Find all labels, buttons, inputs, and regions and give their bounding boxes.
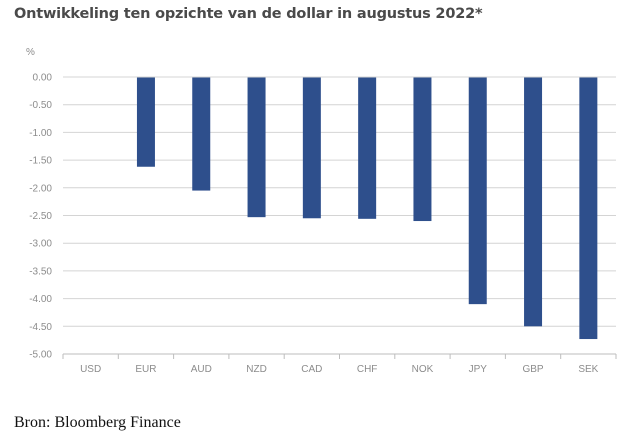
y-tick-label: -2.00 <box>29 183 52 194</box>
bar-sek <box>579 77 598 340</box>
y-axis-tick-labels: 0.00 -0.50 -1.00 -1.50 -2.00 -2.50 -3.00 -3.50 -… <box>29 73 52 361</box>
bar-nzd <box>247 77 266 218</box>
chart-title: Ontwikkeling ten opzichte van de dollar … <box>14 6 483 22</box>
y-tick-label: -1.50 <box>29 156 52 167</box>
y-tick-label: 0.00 <box>33 73 53 84</box>
y-tick-label: -2.50 <box>29 211 52 222</box>
y-tick-label: -1.00 <box>29 128 52 139</box>
x-tick-label: EUR <box>135 364 156 375</box>
y-tick-label: -3.50 <box>29 266 52 277</box>
x-tick-label: NOK <box>412 364 434 375</box>
x-axis <box>62 76 617 359</box>
bar-cad <box>302 77 321 219</box>
bar-aud <box>192 77 211 191</box>
y-tick-label: -0.50 <box>29 100 52 111</box>
source-note: Bron: Bloomberg Finance <box>14 414 181 431</box>
y-tick-label: -4.00 <box>29 294 52 305</box>
x-tick-label: JPY <box>469 364 488 375</box>
y-tick-label: -5.00 <box>29 350 52 361</box>
bar-gbp <box>524 77 543 327</box>
x-tick-label: SEK <box>578 364 598 375</box>
x-tick-label: CHF <box>357 364 378 375</box>
bar-nok <box>413 77 432 222</box>
bar-chart: % 0.00 -0.50 -1.00 -1.50 -2.00 -2.50 -3.00 -3.5… <box>26 47 617 375</box>
bar-eur <box>136 77 155 167</box>
x-tick-label: GBP <box>522 364 543 375</box>
y-axis-unit-label: % <box>26 47 35 58</box>
y-tick-label: -4.50 <box>29 322 52 333</box>
x-axis-tick-labels: USD EUR AUD NZD CAD CHF NOK JPY GBP SEK <box>80 364 599 375</box>
bar-jpy <box>468 77 487 305</box>
x-tick-label: NZD <box>246 364 267 375</box>
x-tick-label: AUD <box>191 364 212 375</box>
bar-chf <box>358 77 377 219</box>
x-tick-label: CAD <box>301 364 322 375</box>
bars <box>136 77 598 340</box>
y-tick-label: -3.00 <box>29 239 52 250</box>
x-tick-label: USD <box>80 364 101 375</box>
